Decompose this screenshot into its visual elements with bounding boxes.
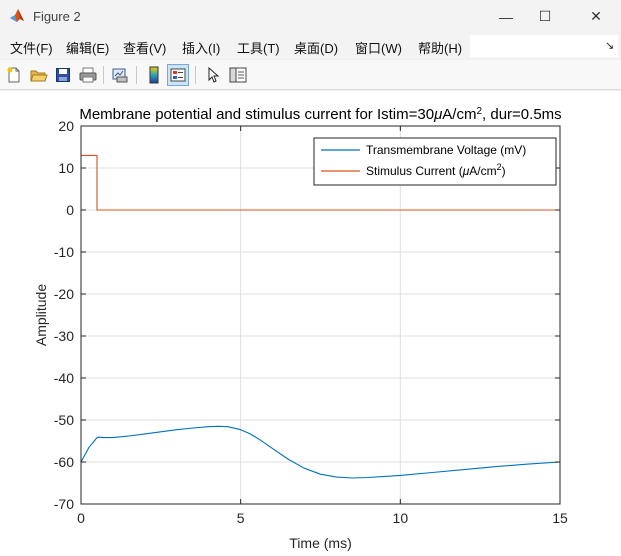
x-tick-label: 5 bbox=[237, 510, 245, 526]
maximize-button[interactable]: ☐ bbox=[538, 8, 552, 24]
toolbar-separator bbox=[136, 66, 137, 84]
y-tick-label: 10 bbox=[58, 160, 74, 176]
chart-title: Membrane potential and stimulus current … bbox=[79, 106, 561, 124]
minimize-button[interactable]: — bbox=[499, 8, 513, 25]
y-tick-label: -20 bbox=[54, 286, 74, 302]
plot-svg[interactable]: Membrane potential and stimulus current … bbox=[0, 91, 621, 556]
dock-arrow-icon[interactable]: ↘ bbox=[605, 40, 615, 52]
series-stimulus-line bbox=[81, 154, 560, 211]
new-figure-icon[interactable] bbox=[3, 64, 25, 86]
y-tick-label: -50 bbox=[54, 412, 74, 428]
toolbar-separator bbox=[103, 66, 104, 84]
menu-insert[interactable]: 插入(I) bbox=[182, 41, 221, 56]
legend-box[interactable]: Transmembrane Voltage (mV) Stimulus Curr… bbox=[313, 137, 557, 186]
plot-area bbox=[81, 126, 560, 504]
menubar-empty-area bbox=[470, 35, 618, 57]
series-group bbox=[80, 154, 561, 479]
tick-labels: 0 5 10 15 20 10 0 -10 -20 -30 -40 -50 -60 -70 bbox=[54, 118, 568, 526]
axes-frame bbox=[80, 125, 561, 505]
menu-window[interactable]: 窗口(W) bbox=[355, 41, 402, 56]
menu-file[interactable]: 文件(F) bbox=[10, 41, 53, 56]
x-tick-label: 15 bbox=[552, 510, 568, 526]
y-tick-label: -70 bbox=[54, 496, 74, 512]
open-file-icon[interactable] bbox=[28, 64, 50, 86]
property-inspector-icon[interactable] bbox=[227, 64, 249, 86]
menu-view[interactable]: 查看(V) bbox=[123, 41, 167, 56]
y-tick-label: -10 bbox=[54, 244, 74, 260]
y-tick-label: -30 bbox=[54, 328, 74, 344]
window-titlebar: Figure 2 — ☐ ✕ bbox=[0, 0, 621, 33]
close-button[interactable]: ✕ bbox=[590, 8, 602, 24]
save-icon[interactable] bbox=[52, 64, 74, 86]
y-tick-label: 20 bbox=[58, 118, 74, 134]
x-tick-label: 0 bbox=[77, 510, 85, 526]
y-tick-label: 0 bbox=[66, 202, 74, 218]
legend-icon[interactable] bbox=[167, 64, 189, 86]
window-title: Figure 2 bbox=[33, 9, 81, 24]
legend-frame bbox=[313, 137, 557, 186]
menu-help[interactable]: 帮助(H) bbox=[418, 41, 463, 56]
y-axis-label: Amplitude bbox=[33, 284, 49, 346]
legend-label-voltage: Transmembrane Voltage (mV) bbox=[366, 143, 526, 157]
print-icon[interactable] bbox=[77, 64, 99, 86]
legend-label-stimulus: Stimulus Current (μA/cm2) bbox=[366, 162, 506, 178]
x-tick-label: 10 bbox=[393, 510, 409, 526]
series-voltage-line bbox=[80, 425, 561, 479]
figure-toolbar bbox=[0, 60, 621, 90]
menu-edit[interactable]: 编辑(E) bbox=[66, 41, 110, 56]
menu-tools[interactable]: 工具(T) bbox=[237, 41, 280, 56]
link-plot-icon[interactable] bbox=[109, 64, 131, 86]
y-tick-label: -40 bbox=[54, 370, 74, 386]
grid-lines bbox=[80, 125, 561, 505]
toolbar-separator bbox=[195, 66, 196, 84]
menu-desktop[interactable]: 桌面(D) bbox=[294, 41, 339, 56]
matlab-logo-icon bbox=[9, 8, 25, 24]
colorbar-icon[interactable] bbox=[143, 64, 165, 86]
x-axis-label: Time (ms) bbox=[289, 535, 351, 551]
y-tick-label: -60 bbox=[54, 454, 74, 470]
axes-box bbox=[80, 125, 561, 505]
pointer-icon[interactable] bbox=[202, 64, 224, 86]
